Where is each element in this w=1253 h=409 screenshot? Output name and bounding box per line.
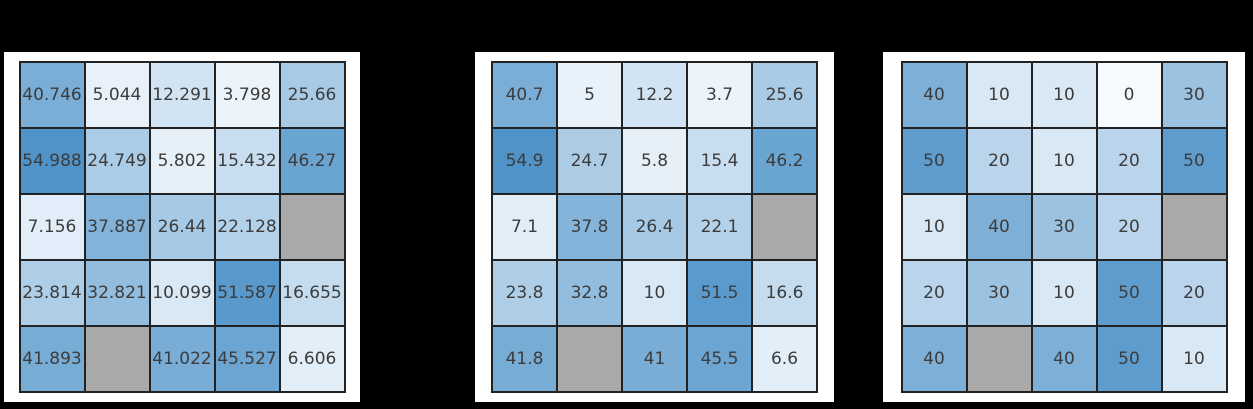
heatmap-cell: 10 [902,195,966,259]
heatmap-cell-missing [280,195,344,259]
heatmap-cell: 37.887 [85,195,149,259]
heatmap-cell: 41.022 [150,327,214,391]
heatmap-panel-one-decimal: 40.7 5 12.2 3.7 25.6 54.9 24.7 5.8 15.4 46.2 7.1 37… [475,52,834,402]
heatmap-cell: 32.8 [558,261,621,325]
heatmap-cell: 32.821 [85,261,149,325]
heatmap-cell: 5 [558,63,621,127]
heatmap-cell: 7.1 [493,195,556,259]
heatmap-cell-missing [967,327,1031,391]
heatmap-cell: 6.606 [280,327,344,391]
heatmap-cell: 10 [623,261,686,325]
heatmap-cell: 5.044 [85,63,149,127]
heatmap-cell: 12.2 [623,63,686,127]
heatmap-cell: 16.6 [753,261,816,325]
heatmap-panel-rounded-tens: 40 10 10 0 30 50 20 10 20 50 10 40 30 20 20 30 10 50 20 40 4… [883,52,1245,402]
heatmap-cell-missing [558,327,621,391]
heatmap-cell: 23.814 [20,261,84,325]
heatmap-cell: 7.156 [20,195,84,259]
heatmap-cell: 50 [1097,261,1161,325]
heatmap-cell: 10 [1032,63,1096,127]
heatmap-cell: 25.6 [753,63,816,127]
heatmap-cell: 15.432 [215,129,279,193]
heatmap-cell-missing [1162,195,1226,259]
heatmap-cell: 40 [967,195,1031,259]
heatmap-cell-missing [753,195,816,259]
heatmap-cell: 30 [1162,63,1226,127]
heatmap-cell: 5.802 [150,129,214,193]
heatmap-cell: 54.988 [20,129,84,193]
heatmap-cell: 46.27 [280,129,344,193]
heatmap-cell: 5.8 [623,129,686,193]
heatmap-cell: 40 [902,63,966,127]
heatmap-cell: 22.128 [215,195,279,259]
heatmap-cell: 3.798 [215,63,279,127]
heatmap-cell: 37.8 [558,195,621,259]
heatmap-grid-one-decimal: 40.7 5 12.2 3.7 25.6 54.9 24.7 5.8 15.4 46.2 7.1 37… [491,61,818,393]
heatmap-cell: 24.7 [558,129,621,193]
heatmap-cell: 54.9 [493,129,556,193]
heatmap-cell: 20 [902,261,966,325]
heatmap-cell: 25.66 [280,63,344,127]
heatmap-cell: 41.893 [20,327,84,391]
heatmap-cell: 20 [967,129,1031,193]
heatmap-cell: 41 [623,327,686,391]
heatmap-cell: 22.1 [688,195,751,259]
heatmap-cell: 10 [967,63,1031,127]
heatmap-cell: 12.291 [150,63,214,127]
heatmap-cell: 6.6 [753,327,816,391]
heatmap-cell: 30 [1032,195,1096,259]
heatmap-grid-full-precision: 40.746 5.044 12.291 3.798 25.66 54.988 24.749 5… [18,61,346,393]
heatmap-cell: 45.527 [215,327,279,391]
heatmap-cell: 46.2 [753,129,816,193]
heatmap-cell: 10 [1162,327,1226,391]
heatmap-cell: 40.746 [20,63,84,127]
heatmap-cell: 50 [1097,327,1161,391]
heatmap-cell: 40 [902,327,966,391]
heatmap-cell: 15.4 [688,129,751,193]
heatmap-cell: 51.587 [215,261,279,325]
heatmap-panel-full-precision: 40.746 5.044 12.291 3.798 25.66 54.988 24.749 5… [4,52,360,402]
heatmap-cell: 45.5 [688,327,751,391]
heatmap-cell: 24.749 [85,129,149,193]
heatmap-cell: 40 [1032,327,1096,391]
heatmap-grid-rounded-tens: 40 10 10 0 30 50 20 10 20 50 10 40 30 20 20 30 10 50 20 40 4… [900,61,1228,393]
heatmap-cell: 0 [1097,63,1161,127]
heatmap-cell: 10 [1032,129,1096,193]
heatmap-cell: 3.7 [688,63,751,127]
heatmap-cell: 26.44 [150,195,214,259]
heatmap-cell: 51.5 [688,261,751,325]
heatmap-cell: 26.4 [623,195,686,259]
heatmap-cell-missing [85,327,149,391]
heatmap-cell: 50 [902,129,966,193]
heatmap-cell: 30 [967,261,1031,325]
heatmap-cell: 10 [1032,261,1096,325]
heatmap-cell: 20 [1097,195,1161,259]
heatmap-cell: 40.7 [493,63,556,127]
heatmap-cell: 10.099 [150,261,214,325]
heatmap-cell: 41.8 [493,327,556,391]
heatmap-cell: 20 [1162,261,1226,325]
heatmap-cell: 50 [1162,129,1226,193]
heatmap-cell: 23.8 [493,261,556,325]
heatmap-cell: 16.655 [280,261,344,325]
heatmap-cell: 20 [1097,129,1161,193]
